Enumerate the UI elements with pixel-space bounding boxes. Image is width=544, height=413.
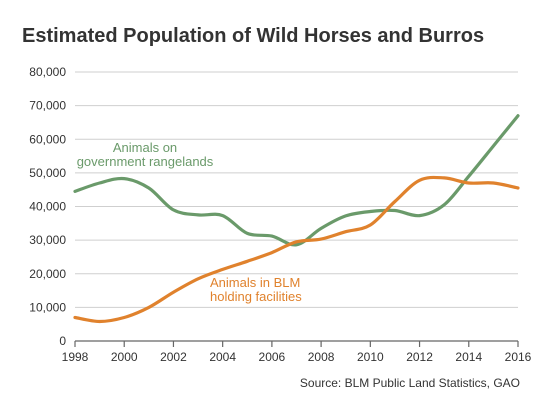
y-tick-label: 50,000 bbox=[29, 166, 66, 180]
chart-title: Estimated Population of Wild Horses and … bbox=[22, 25, 484, 47]
x-tick-label: 2000 bbox=[111, 350, 138, 364]
source-note: Source: BLM Public Land Statistics, GAO bbox=[300, 376, 520, 390]
x-tick-label: 1998 bbox=[62, 350, 89, 364]
x-tick-label: 2010 bbox=[357, 350, 384, 364]
y-tick-label: 70,000 bbox=[29, 99, 66, 113]
x-tick-label: 2014 bbox=[455, 350, 482, 364]
series-labels: Animals on government rangelands Animals i… bbox=[77, 140, 303, 304]
x-tick-label: 2004 bbox=[209, 350, 236, 364]
y-tick-label: 20,000 bbox=[29, 267, 66, 281]
x-axis-ticks: 1998 2000 2002 2004 2006 2008 2010 2012 2014 2016 bbox=[62, 341, 532, 364]
y-axis-ticks: 0 10,000 20,000 30,000 40,000 50,000 60,000 70,… bbox=[29, 65, 66, 348]
series-lines bbox=[73, 114, 520, 324]
y-tick-label: 30,000 bbox=[29, 233, 66, 247]
x-tick-label: 2002 bbox=[160, 350, 187, 364]
series-label-rangelands: Animals on government rangelands bbox=[77, 140, 214, 169]
series-line-holding-facilities bbox=[73, 175, 520, 324]
y-tick-label: 60,000 bbox=[29, 132, 66, 146]
y-tick-label: 0 bbox=[59, 334, 66, 348]
x-tick-label: 2012 bbox=[406, 350, 433, 364]
series-line-rangelands bbox=[73, 114, 520, 247]
y-tick-label: 80,000 bbox=[29, 65, 66, 79]
series-label-holding-facilities: Animals in BLM holding facilities bbox=[210, 275, 302, 304]
x-tick-label: 2016 bbox=[505, 350, 532, 364]
y-tick-label: 10,000 bbox=[29, 300, 66, 314]
y-tick-label: 40,000 bbox=[29, 200, 66, 214]
x-tick-label: 2008 bbox=[308, 350, 335, 364]
x-tick-label: 2006 bbox=[259, 350, 286, 364]
